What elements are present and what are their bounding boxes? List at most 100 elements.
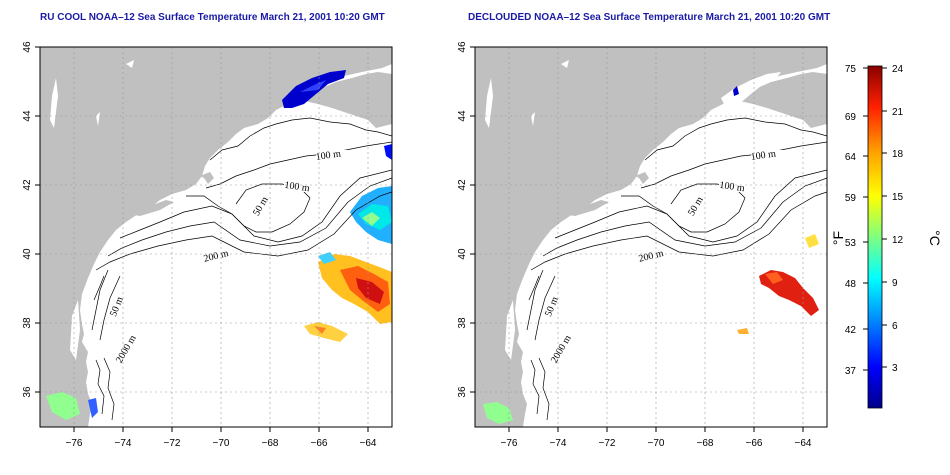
colorbar-c-label: 18: [892, 149, 904, 160]
colorbar-f-label: 69: [845, 112, 857, 123]
colorbar-c-label: 15: [892, 192, 904, 203]
left-map-lake: [126, 60, 134, 68]
left-map-sst-cyan-small: [318, 252, 336, 264]
colorbar-f-label: 48: [845, 279, 857, 290]
left-map-cape-cod: [200, 172, 214, 184]
left-map-lake-champlain: [50, 78, 58, 128]
right-lon-label: −76: [501, 438, 518, 449]
right-lon-label: −66: [746, 438, 763, 449]
right-lon-label: −70: [648, 438, 665, 449]
left-map-lat-labels: 36 38 40 42 44 46: [22, 41, 33, 398]
left-lat-label: 44: [22, 110, 33, 122]
left-map-title: RU COOL NOAA–12 Sea Surface Temperature …: [40, 12, 385, 23]
left-lon-label: −74: [115, 438, 132, 449]
left-map-long-island: [128, 200, 174, 216]
colorbar-f-label: 75: [845, 64, 857, 75]
colorbar-fahrenheit-labels: 75 69 64 59 53 48 42 37: [845, 64, 857, 377]
left-map-ticks: [35, 46, 369, 432]
colorbar-celsius-labels: 24 21 18 15 12 9 6 3: [892, 64, 904, 374]
right-lat-label: 38: [457, 317, 468, 329]
colorbar-f-label: 64: [845, 152, 857, 163]
right-map-lon-labels: −76 −74 −72 −70 −68 −66 −64: [501, 438, 812, 449]
colorbar-celsius-unit: °C: [927, 230, 943, 246]
right-map-ticks: [470, 46, 804, 432]
colorbar-c-label: 3: [892, 363, 898, 374]
colorbar-f-label: 37: [845, 366, 857, 377]
left-map-isobaths: [91, 117, 392, 421]
right-isobath-label-100m-b: 100 m: [719, 180, 746, 194]
left-isobath-label-100m-b: 100 m: [284, 180, 311, 194]
colorbar-f-label: 42: [845, 325, 857, 336]
left-map-sst-green: [362, 212, 380, 226]
left-map-isobath-labels: 100 m 100 m 50 m 200 m 50 m 2000 m: [108, 148, 350, 365]
right-map-nova-scotia: [735, 72, 827, 128]
left-map-sst-red: [356, 278, 384, 304]
left-lon-label: −68: [262, 438, 279, 449]
left-map-sst-blue: [300, 80, 326, 92]
colorbar-c-label: 9: [892, 278, 898, 289]
left-lon-label: −66: [311, 438, 328, 449]
left-map-sst-orange-small: [314, 326, 326, 334]
left-map-frame: [39, 46, 393, 428]
colorbar-c-label: 21: [892, 107, 904, 118]
left-lat-label: 38: [22, 317, 33, 329]
right-lat-label: 44: [457, 110, 468, 122]
right-map-chesapeake: [505, 300, 515, 360]
right-map-panel: 100 m 100 m 50 m 200 m 50 m 2000 m: [457, 41, 828, 449]
right-map-cape-cod: [635, 172, 649, 184]
left-map-panel: 100 m 100 m 50 m 200 m 50 m 2000 m: [22, 41, 393, 449]
right-map-lat-labels: 36 38 40 42 44 46: [457, 41, 468, 398]
right-map-land: [475, 47, 827, 427]
colorbar-c-label: 12: [892, 235, 904, 246]
left-lat-label: 40: [22, 248, 33, 260]
right-lon-label: −64: [795, 438, 812, 449]
left-map-sst-green-coast: [46, 392, 80, 420]
right-map-grid: [475, 47, 827, 427]
left-lon-label: −72: [164, 438, 181, 449]
left-lon-label: −64: [360, 438, 377, 449]
colorbar: 75 69 64 59 53 48 42 37 24 21 18 15 12 9…: [830, 64, 943, 409]
right-map-lake-small: [531, 112, 535, 126]
left-map-lon-labels: −76 −74 −72 −70 −68 −66 −64: [66, 438, 377, 449]
right-isobath-label-100m-a: 100 m: [750, 148, 777, 162]
right-lon-label: −68: [697, 438, 714, 449]
colorbar-ticks: [863, 67, 887, 371]
left-lon-label: −76: [66, 438, 83, 449]
left-lat-label: 46: [22, 41, 33, 53]
right-map-long-island: [563, 200, 609, 216]
left-isobath-label-100m-a: 100 m: [315, 148, 342, 162]
left-map-sst-blue-coast: [88, 398, 98, 418]
colorbar-f-label: 59: [845, 193, 857, 204]
left-map-land: [40, 47, 392, 427]
right-lon-label: −72: [599, 438, 616, 449]
right-lat-label: 36: [457, 386, 468, 398]
left-map-chesapeake: [70, 300, 80, 360]
colorbar-f-label: 53: [845, 238, 857, 249]
right-lat-label: 40: [457, 248, 468, 260]
colorbar-c-label: 24: [892, 64, 904, 75]
left-map-nova-scotia: [300, 72, 392, 128]
right-lat-label: 42: [457, 179, 468, 191]
left-map-lake-small: [96, 112, 100, 126]
colorbar-c-label: 6: [892, 321, 898, 332]
colorbar-fahrenheit-unit: °F: [830, 231, 846, 245]
left-lat-label: 36: [22, 386, 33, 398]
right-map-frame: [474, 46, 828, 428]
right-map-gulf-water: [721, 72, 781, 106]
right-map-sst-orange-spot: [765, 272, 783, 284]
right-map-sst-blue-spot: [733, 86, 739, 96]
right-lon-label: −74: [550, 438, 567, 449]
right-map-lake: [561, 60, 569, 68]
left-lat-label: 42: [22, 179, 33, 191]
right-map-sst-orange-small: [737, 328, 749, 334]
right-lat-label: 46: [457, 41, 468, 53]
left-map-grid: [40, 47, 392, 427]
right-map-lake-champlain: [485, 78, 493, 128]
right-map-sst-yellow-spot: [805, 234, 819, 248]
right-map-title: DECLOUDED NOAA–12 Sea Surface Temperatur…: [468, 12, 831, 23]
right-map-sst-green-coast: [483, 402, 513, 424]
colorbar-scale: [867, 65, 883, 409]
left-lon-label: −70: [213, 438, 230, 449]
left-map-sst-east-blue: [384, 144, 392, 160]
